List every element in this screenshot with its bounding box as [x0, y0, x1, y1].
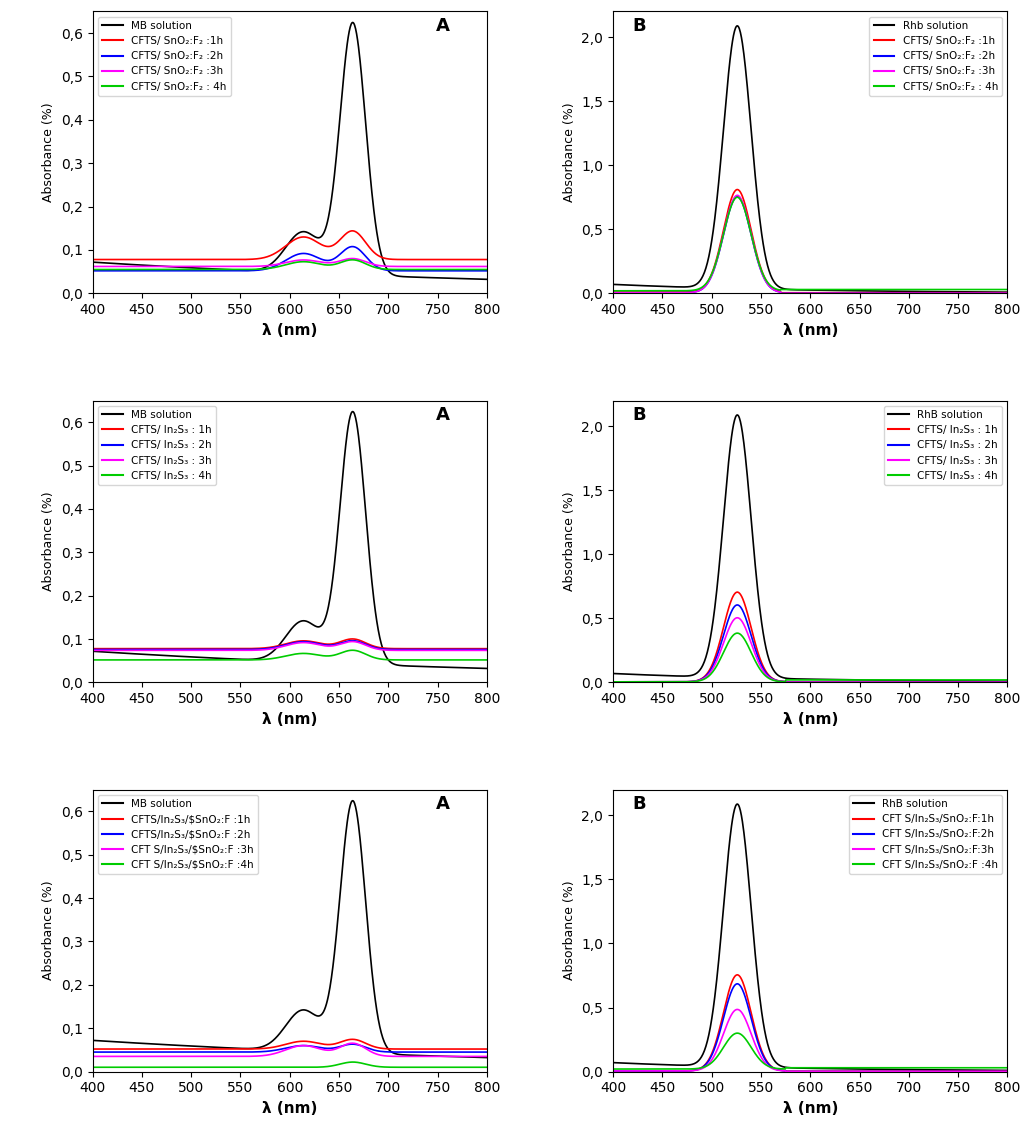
- Y-axis label: Absorbance (%): Absorbance (%): [562, 103, 576, 202]
- X-axis label: λ (nm): λ (nm): [262, 711, 318, 727]
- Y-axis label: Absorbance (%): Absorbance (%): [42, 881, 56, 980]
- Text: B: B: [633, 796, 647, 813]
- Y-axis label: Absorbance (%): Absorbance (%): [42, 103, 56, 202]
- X-axis label: λ (nm): λ (nm): [782, 711, 838, 727]
- Legend: RhB solution, CFT S/In₂S₃/SnO₂:F:1h, CFT S/In₂S₃/SnO₂:F:2h, CFT S/In₂S₃/SnO₂:F:3: RhB solution, CFT S/In₂S₃/SnO₂:F:1h, CFT…: [849, 795, 1002, 874]
- Y-axis label: Absorbance (%): Absorbance (%): [562, 881, 576, 980]
- Legend: Rhb solution, CFTS/ SnO₂:F₂ :1h, CFTS/ SnO₂:F₂ :2h, CFTS/ SnO₂:F₂ :3h, CFTS/ SnO: Rhb solution, CFTS/ SnO₂:F₂ :1h, CFTS/ S…: [870, 17, 1002, 96]
- Text: A: A: [436, 17, 449, 35]
- Y-axis label: Absorbance (%): Absorbance (%): [42, 491, 56, 592]
- Text: B: B: [633, 17, 647, 35]
- Text: B: B: [633, 406, 647, 424]
- Text: A: A: [436, 796, 449, 813]
- X-axis label: λ (nm): λ (nm): [782, 1101, 838, 1116]
- X-axis label: λ (nm): λ (nm): [782, 323, 838, 337]
- Legend: RhB solution, CFTS/ In₂S₃ : 1h, CFTS/ In₂S₃ : 2h, CFTS/ In₂S₃ : 3h, CFTS/ In₂S₃ : RhB solution, CFTS/ In₂S₃ : 1h, CFTS/ In…: [884, 406, 1002, 484]
- Legend: MB solution, CFTS/In₂S₃/$SnO₂:F :1h, CFTS/In₂S₃/$SnO₂:F :2h, CFT S/In₂S₃/$SnO₂:F: MB solution, CFTS/In₂S₃/$SnO₂:F :1h, CFT…: [98, 795, 258, 874]
- Legend: MB solution, CFTS/ SnO₂:F₂ :1h, CFTS/ SnO₂:F₂ :2h, CFTS/ SnO₂:F₂ :3h, CFTS/ SnO₂: MB solution, CFTS/ SnO₂:F₂ :1h, CFTS/ Sn…: [98, 17, 230, 96]
- Legend: MB solution, CFTS/ In₂S₃ : 1h, CFTS/ In₂S₃ : 2h, CFTS/ In₂S₃ : 3h, CFTS/ In₂S₃ :: MB solution, CFTS/ In₂S₃ : 1h, CFTS/ In₂…: [98, 406, 216, 484]
- Text: A: A: [436, 406, 449, 424]
- Y-axis label: Absorbance (%): Absorbance (%): [562, 491, 576, 592]
- X-axis label: λ (nm): λ (nm): [262, 1101, 318, 1116]
- X-axis label: λ (nm): λ (nm): [262, 323, 318, 337]
